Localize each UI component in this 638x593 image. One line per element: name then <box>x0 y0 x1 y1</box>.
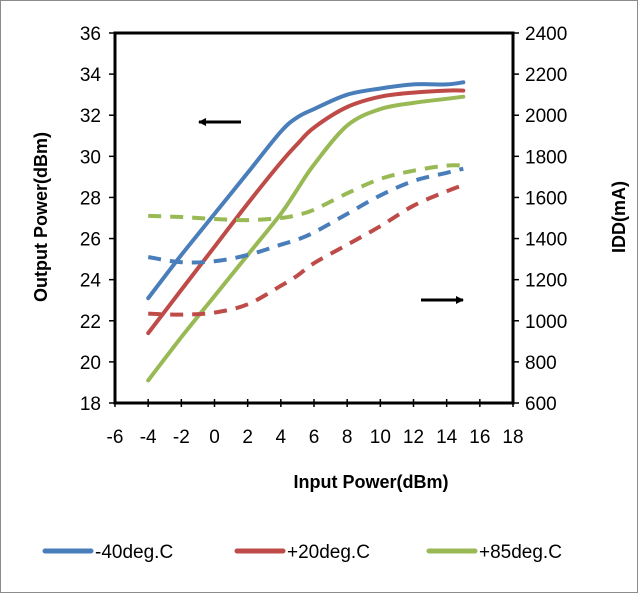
x-axis-title: Input Power(dBm) <box>294 472 449 492</box>
x-axis-tick-label: -4 <box>140 427 157 448</box>
idd-series-40deg-c <box>147 166 464 265</box>
y-axis-title: Output Power(dBm) <box>31 132 51 302</box>
legend-item: +20deg.C <box>234 542 370 563</box>
x-axis-tick-label: 2 <box>242 427 253 448</box>
output-power-series-85deg-c <box>146 94 466 383</box>
x-axis-tick-label: 0 <box>209 427 220 448</box>
x-axis-tick-label: 10 <box>370 427 391 448</box>
y-axis-tick-label: 22 <box>80 312 101 333</box>
x-axis-tick-label: 6 <box>309 427 320 448</box>
y2-axis-title: IDD(mA) <box>609 181 629 253</box>
idd-series-85deg-c <box>148 163 464 223</box>
y-axis-tick-label: 36 <box>80 24 101 45</box>
legend-label: +20deg.C <box>287 542 370 563</box>
x-axis-tick-label: -2 <box>173 427 190 448</box>
y-axis-tick-label: 20 <box>80 353 101 374</box>
y2-axis-tick-label: 800 <box>525 353 557 374</box>
y2-axis-tick-label: 2400 <box>525 24 567 45</box>
y2-axis-tick-label: 2200 <box>525 65 567 86</box>
output-power-series-20deg-c <box>146 88 466 336</box>
y2-axis-tick-label: 1000 <box>525 312 567 333</box>
x-axis-tick-label: -6 <box>107 427 124 448</box>
y-axis-tick-label: 28 <box>80 188 101 209</box>
idd-series-20deg-c <box>148 183 464 317</box>
legend-label: +85deg.C <box>479 542 562 563</box>
y2-axis-tick-label: 1200 <box>525 271 567 292</box>
y2-axis-tick-label: 2000 <box>525 106 567 127</box>
y-axis-tick-label: 30 <box>80 147 101 168</box>
legend: -40deg.C +20deg.C +85deg.C <box>42 542 562 563</box>
series-layer <box>146 80 466 383</box>
y-axis-tick-label: 34 <box>80 65 102 86</box>
x-axis-tick-label: 14 <box>436 427 458 448</box>
y2-axis-tick-label: 1800 <box>525 147 567 168</box>
x-axis-tick-label: 4 <box>276 427 287 448</box>
y2-axis-tick-label: 1400 <box>525 230 567 251</box>
x-axis-tick-label: 18 <box>502 427 523 448</box>
y-axis-tick-label: 32 <box>80 106 101 127</box>
legend-label: -40deg.C <box>95 542 173 563</box>
x-axis-tick-label: 8 <box>342 427 353 448</box>
legend-item: -40deg.C <box>42 542 173 563</box>
axis-layer: 1820222426283032343660080010001200140016… <box>80 24 567 448</box>
legend-item: +85deg.C <box>426 542 562 563</box>
x-axis-tick-label: 16 <box>469 427 490 448</box>
y2-axis-tick-label: 1600 <box>525 188 567 209</box>
y-axis-tick-label: 18 <box>80 394 101 415</box>
output-power-series-40deg-c <box>146 80 466 301</box>
y2-axis-tick-label: 600 <box>525 394 557 415</box>
y-axis-tick-label: 26 <box>80 230 101 251</box>
y-axis-tick-label: 24 <box>80 271 102 292</box>
annotation-arrows <box>198 118 464 304</box>
x-axis-tick-label: 12 <box>403 427 424 448</box>
